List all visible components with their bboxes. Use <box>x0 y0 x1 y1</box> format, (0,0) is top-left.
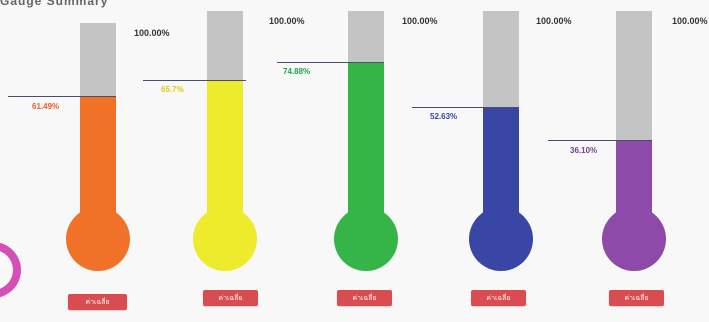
current-value-label: 36.10% <box>570 146 598 155</box>
thermometer-fill <box>207 80 243 213</box>
thermometer-gauge-3: 100.00% 74.88% ค่าเฉลี่ย <box>274 0 438 322</box>
thermometer-fill <box>348 62 384 213</box>
thermometer-tube <box>207 11 243 213</box>
thermometer-fill <box>483 107 519 213</box>
average-button[interactable]: ค่าเฉลี่ย <box>203 290 258 306</box>
thermometer-tube <box>483 11 519 213</box>
current-value-marker <box>412 107 518 108</box>
thermometer-tube <box>348 11 384 213</box>
current-value-label: 74.88% <box>283 67 311 76</box>
maximum-percentage-label: 100.00% <box>269 16 305 26</box>
thermometer-fill <box>80 96 116 213</box>
average-button[interactable]: ค่าเฉลี่ย <box>609 290 664 306</box>
current-value-marker <box>277 62 384 63</box>
thermometer-bulb <box>66 207 130 271</box>
maximum-percentage-label: 100.00% <box>402 16 438 26</box>
thermometer-gauge-4: 100.00% 52.63% ค่าเฉลี่ย <box>408 0 572 322</box>
average-button[interactable]: ค่าเฉลี่ย <box>471 290 526 306</box>
thermometer-bulb <box>193 207 257 271</box>
current-value-label: 52.63% <box>430 112 458 121</box>
maximum-percentage-label: 100.00% <box>134 28 170 38</box>
thermometer-gauge-5: 100.00% 36.10% ค่าเฉลี่ย <box>541 0 708 322</box>
thermometer-bulb <box>469 207 533 271</box>
thermometer-gauge-1: 100.00% 61.49% ค่าเฉลี่ย <box>0 0 170 322</box>
maximum-percentage-label: 100.00% <box>536 16 572 26</box>
average-button[interactable]: ค่าเฉลี่ย <box>68 294 127 310</box>
average-button[interactable]: ค่าเฉลี่ย <box>337 290 392 306</box>
thermometer-bulb <box>602 207 666 271</box>
thermometer-fill <box>616 140 652 213</box>
current-value-marker <box>548 140 652 141</box>
current-value-marker <box>143 80 246 81</box>
current-value-marker <box>8 96 116 97</box>
current-value-label: 61.49% <box>32 102 60 111</box>
current-value-label: 65.7% <box>161 85 184 94</box>
maximum-percentage-label: 100.00% <box>672 16 708 26</box>
thermometer-tube <box>616 11 652 213</box>
thermometer-bulb <box>334 207 398 271</box>
cropped-heading-text: Gauge Summary <box>0 0 109 8</box>
thermometer-gauge-2: 100.00% 65.7% ค่าเฉลี่ย <box>140 0 305 322</box>
thermometer-tube <box>80 23 116 213</box>
